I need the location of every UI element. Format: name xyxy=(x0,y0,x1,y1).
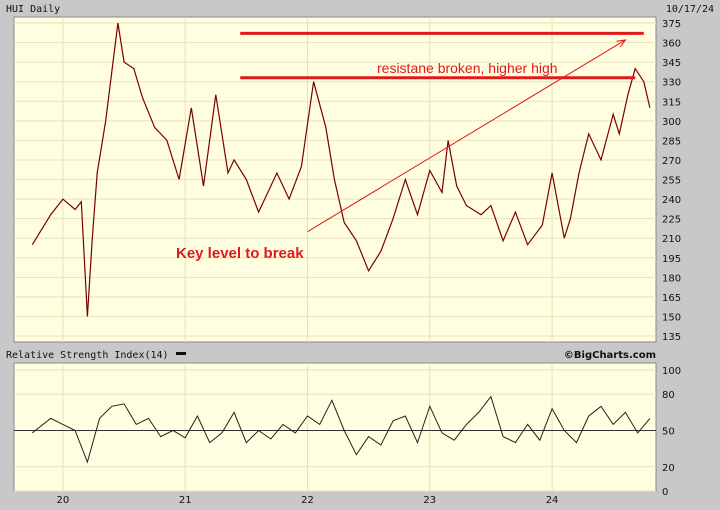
trend-arrow-line xyxy=(307,39,626,233)
x-tick-label: 23 xyxy=(423,495,436,506)
rsi-y-tick-label: 0 xyxy=(662,487,668,498)
price-y-tick-label: 285 xyxy=(662,136,681,147)
rsi-y-tick-label: 100 xyxy=(662,366,681,377)
price-grid xyxy=(14,17,656,342)
header-date: 10/17/24 xyxy=(666,4,714,15)
rsi-title: Relative Strength Index(14) xyxy=(6,350,169,361)
rsi-y-axis: 0 20 50 80 100 xyxy=(662,366,681,498)
header-bar xyxy=(0,0,720,17)
price-y-tick-label: 270 xyxy=(662,156,681,167)
price-y-tick-label: 195 xyxy=(662,254,681,265)
price-y-tick-label: 330 xyxy=(662,78,681,89)
rsi-y-tick-label: 20 xyxy=(662,463,675,474)
annotation-lines xyxy=(240,31,644,233)
price-y-axis: 135 150 165 180 195 210 225 240 255 270 285 300 315 3… xyxy=(662,19,681,343)
price-y-tick-label: 345 xyxy=(662,58,681,69)
price-y-tick-label: 375 xyxy=(662,19,681,30)
x-tick-label: 21 xyxy=(179,495,192,506)
price-y-tick-label: 225 xyxy=(662,215,681,226)
price-y-tick-label: 135 xyxy=(662,332,681,343)
x-axis: 20 21 22 23 24 xyxy=(57,495,559,506)
price-y-tick-label: 180 xyxy=(662,273,681,284)
price-y-tick-label: 255 xyxy=(662,176,681,187)
rsi-series-line xyxy=(31,395,651,464)
price-series-line xyxy=(31,22,651,317)
x-tick-label: 22 xyxy=(301,495,314,506)
price-y-tick-label: 150 xyxy=(662,312,681,323)
rsi-y-tick-label: 50 xyxy=(662,427,675,438)
price-y-tick-label: 165 xyxy=(662,293,681,304)
price-y-tick-label: 300 xyxy=(662,117,681,128)
price-y-tick-label: 315 xyxy=(662,97,681,108)
header-title: HUI Daily xyxy=(6,4,60,15)
trend-arrow-head xyxy=(616,39,627,48)
x-tick-label: 24 xyxy=(546,495,559,506)
price-y-tick-label: 210 xyxy=(662,234,681,245)
price-y-tick-label: 360 xyxy=(662,39,681,50)
price-y-tick-label: 240 xyxy=(662,195,681,206)
rsi-y-tick-label: 80 xyxy=(662,390,675,401)
watermark: ©BigCharts.com xyxy=(564,350,656,361)
rsi-title-legend-swatch xyxy=(176,352,186,355)
rsi-header-bar xyxy=(0,346,720,362)
key-level-annotation: Key level to break xyxy=(176,245,304,262)
resistance-annotation: resistane broken, higher high xyxy=(377,60,558,76)
x-tick-label: 20 xyxy=(57,495,70,506)
rsi-panel xyxy=(13,362,657,492)
